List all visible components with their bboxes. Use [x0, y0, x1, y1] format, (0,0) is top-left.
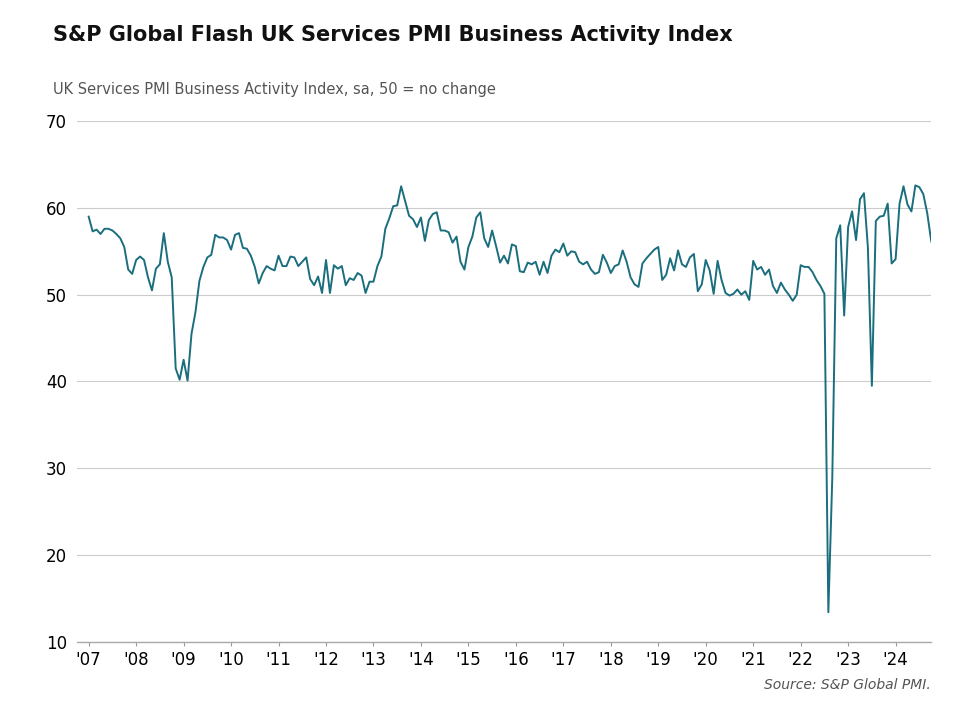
Text: S&P Global Flash UK Services PMI Business Activity Index: S&P Global Flash UK Services PMI Busines… — [53, 25, 732, 45]
Text: UK Services PMI Business Activity Index, sa, 50 = no change: UK Services PMI Business Activity Index,… — [53, 82, 495, 97]
Text: Source: S&P Global PMI.: Source: S&P Global PMI. — [764, 677, 931, 692]
